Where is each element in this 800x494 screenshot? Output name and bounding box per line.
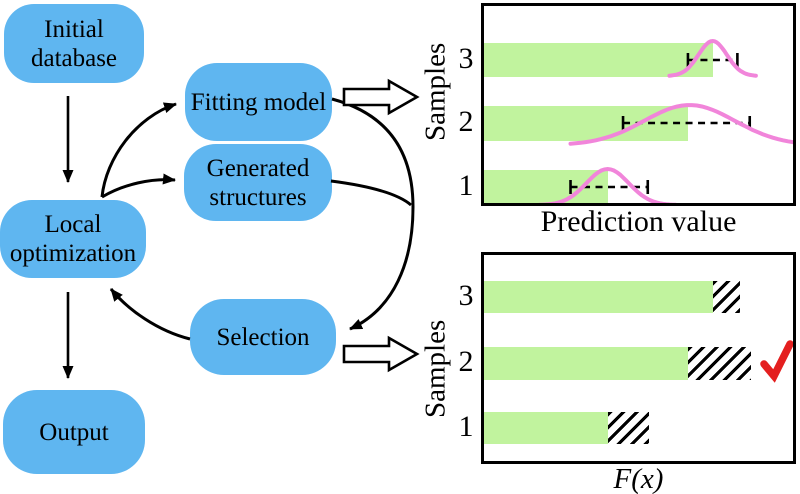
checkmark-icon (760, 340, 793, 383)
prediction-tick-3: 3 (458, 42, 474, 75)
prediction-distribution-sample-1 (538, 166, 677, 203)
acquisition-bar-sample-1 (484, 412, 608, 444)
prediction-chart-y-axis-label: Samples (419, 42, 452, 142)
prediction-chart (481, 3, 796, 206)
selected-sample-checkmark-icon (759, 337, 793, 385)
node-selection: Selection (190, 299, 336, 375)
acquisition-hatch-sample-1 (607, 412, 650, 444)
node-generated-structures-label: Generated structures (206, 154, 310, 211)
node-fitting-model-label: Fitting model (190, 88, 327, 116)
prediction-distribution-sample-2 (568, 103, 793, 146)
acquisition-bar-sample-3 (484, 281, 713, 313)
prediction-overlay (538, 38, 793, 203)
node-initial-database-label: Initial database (30, 15, 118, 72)
acquisition-tick-3: 3 (458, 279, 474, 312)
node-local-optimization-label: Local optimization (9, 211, 137, 267)
acquisition-chart-plot-area (484, 255, 793, 461)
acquisition-tick-1: 1 (458, 410, 474, 443)
prediction-chart-x-axis-label: Prediction value (540, 205, 737, 238)
node-output: Output (3, 390, 145, 474)
acquisition-chart-x-axis-label: F(x) (613, 463, 664, 494)
node-generated-structures: Generated structures (184, 144, 332, 221)
prediction-tick-2: 2 (458, 105, 474, 138)
acquisition-chart (481, 252, 796, 464)
node-initial-database: Initial database (4, 4, 144, 83)
arrow-fitting-to-selection (331, 97, 415, 331)
arrow-local-to-generated (101, 173, 176, 199)
node-selection-label: Selection (216, 323, 310, 351)
block-arrow-selection-to-acquisition-chart (342, 335, 420, 373)
node-output-label: Output (39, 418, 109, 446)
acquisition-bar-sample-2 (484, 346, 688, 380)
arrow-generated-to-selection (330, 179, 412, 207)
node-fitting-model: Fitting model (185, 63, 332, 141)
prediction-tick-1: 1 (458, 169, 474, 202)
arrow-local-to-fitting (100, 102, 177, 198)
block-arrow-fitting-to-prediction-chart (342, 78, 420, 116)
prediction-chart-plot-area (484, 6, 793, 203)
acquisition-tick-2: 2 (458, 345, 474, 378)
prediction-distribution-sample-3 (667, 38, 758, 78)
prediction-bar-sample-3 (484, 43, 713, 77)
node-local-optimization: Local optimization (0, 200, 146, 278)
arrow-selection-to-local (109, 288, 191, 341)
acquisition-hatch-sample-3 (712, 281, 741, 313)
acquisition-chart-y-axis-label: Samples (419, 319, 452, 419)
acquisition-hatch-sample-2 (687, 346, 752, 380)
